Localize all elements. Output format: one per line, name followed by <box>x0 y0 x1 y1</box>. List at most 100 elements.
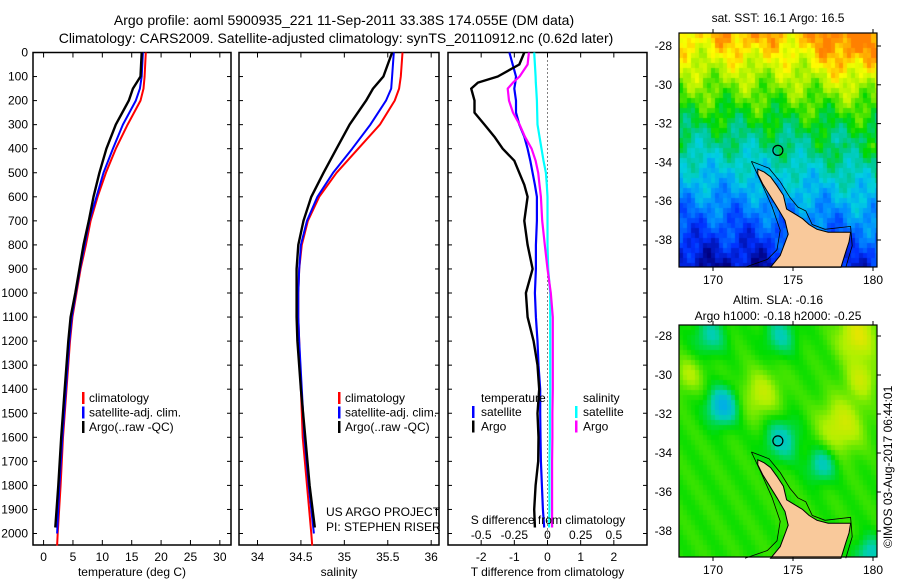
sla-map: Altim. SLA: -0.16 Argo h1000: -0.18 h2000… <box>655 293 884 577</box>
depth-tick-label: 1200 <box>1 334 28 348</box>
x-tick-label: 0 <box>40 550 47 564</box>
legend-label: Argo <box>583 420 609 434</box>
figure-title-line2: Climatology: CARS2009. Satellite-adjuste… <box>59 30 614 46</box>
lon-tick-label: 180 <box>863 563 883 577</box>
map-title: sat. SST: 16.1 Argo: 16.5 <box>712 11 845 25</box>
x-tick-label: 2 <box>610 550 617 564</box>
legend-label: Argo <box>481 420 507 434</box>
legend-swatch <box>82 421 85 433</box>
isobath-line <box>751 161 853 268</box>
x-tick-label: 5 <box>70 550 77 564</box>
lat-tick-label: -36 <box>655 194 673 208</box>
x-tick-label: 10 <box>96 550 110 564</box>
depth-tick-label: 1900 <box>1 502 28 516</box>
s-diff-tick-label: 0.25 <box>569 528 593 542</box>
lon-tick-label: 170 <box>703 563 723 577</box>
legend-swatch <box>338 392 341 404</box>
isobath-line <box>744 161 781 268</box>
map-title: Argo h1000: -0.18 h2000: -0.25 <box>695 309 862 323</box>
sst-map-field <box>679 33 877 267</box>
legend-swatch <box>338 421 341 433</box>
x-tick-label: 1 <box>577 550 584 564</box>
panel-frame <box>447 51 648 546</box>
depth-tick-label: 1000 <box>1 286 28 300</box>
lat-tick-label: -32 <box>655 407 673 421</box>
legend-label: satellite <box>481 405 522 419</box>
x-tick-label: 20 <box>154 550 168 564</box>
panel-frame <box>238 51 440 546</box>
s-diff-tick-label: 0 <box>544 528 551 542</box>
x-tick-label: -1 <box>509 550 520 564</box>
legend-label: climatology <box>89 391 149 405</box>
s-diff-axis-label: S difference from climatology <box>471 513 626 527</box>
legend-group-title: salinity <box>583 391 620 405</box>
depth-tick-label: 2000 <box>1 527 28 541</box>
depth-tick-label: 1100 <box>2 310 28 324</box>
depth-tick-label: 1700 <box>1 454 28 468</box>
depth-tick-label: 600 <box>8 190 28 204</box>
map-title: Altim. SLA: -0.16 <box>733 293 823 307</box>
lon-tick-label: 180 <box>863 273 883 287</box>
series-line-salinity-Argo <box>506 52 554 528</box>
depth-tick-label: 300 <box>8 118 28 132</box>
lat-tick-label: -28 <box>655 329 673 343</box>
x-axis-label: salinity <box>321 565 358 579</box>
x-tick-label: 30 <box>213 550 227 564</box>
depth-tick-label: 1600 <box>1 430 28 444</box>
project-credit: PI: STEPHEN RISER <box>326 520 441 534</box>
series-line-climatology <box>297 52 404 546</box>
depth-tick-label: 500 <box>8 166 28 180</box>
lat-tick-label: -38 <box>655 524 673 538</box>
lon-tick-label: 175 <box>783 563 803 577</box>
legend-swatch <box>575 420 578 433</box>
s-diff-tick-label: 0.5 <box>605 528 622 542</box>
lat-tick-label: -30 <box>655 368 673 382</box>
lat-tick-label: -32 <box>655 117 673 131</box>
sst-map: sat. SST: 16.1 Argo: 16.5 -28 -30 -32 -34 -36… <box>655 11 884 287</box>
depth-tick-label: 1500 <box>1 406 28 420</box>
depth-tick-label: 700 <box>8 214 28 228</box>
profile-panel-2: 34 34.5 35 35.5 36 salinity climatologysatelli… <box>238 51 441 579</box>
figure-title-line1: Argo profile: aoml 5900935_221 11-Sep-20… <box>114 12 574 28</box>
project-credit: US ARGO PROJECT <box>326 505 441 519</box>
legend-group-title: temperature <box>481 391 546 405</box>
legend-swatch <box>472 406 475 418</box>
series-line-argo-raw-qc- <box>54 52 143 528</box>
legend-swatch <box>575 406 578 418</box>
argo-position-marker <box>772 144 784 156</box>
isobath-line <box>744 451 781 559</box>
isobath-line <box>751 451 853 559</box>
depth-tick-label: 1300 <box>1 358 28 372</box>
legend-swatch <box>82 392 85 404</box>
legend-swatch <box>82 406 85 419</box>
legend-label: satellite-adj. clim. <box>345 406 437 420</box>
depth-tick-label: 200 <box>8 94 28 108</box>
s-diff-tick-label: -0.25 <box>501 528 529 542</box>
depth-tick-label: 1800 <box>1 478 28 492</box>
x-tick-label: 34.5 <box>289 550 313 564</box>
land-new-zealand <box>757 459 852 559</box>
legend-label: satellite-adj. clim. <box>89 406 181 420</box>
legend-swatch <box>472 420 475 433</box>
series-line-argo-raw-qc- <box>295 52 394 528</box>
series-line-temperature-Argo <box>470 52 541 528</box>
imos-credit: ©IMOS 03-Aug-2017 06:44:01 <box>881 385 895 548</box>
legend-label: satellite <box>583 405 624 419</box>
lat-tick-label: -36 <box>655 485 673 499</box>
x-tick-label: 35.5 <box>376 550 400 564</box>
x-tick-label: 0 <box>544 550 551 564</box>
map-frame <box>678 324 878 558</box>
x-tick-label: 35 <box>338 550 352 564</box>
series-line-satellite-adj-clim- <box>56 52 144 534</box>
depth-tick-label: 800 <box>8 238 28 252</box>
panel-frame <box>32 51 232 546</box>
s-diff-tick-label: -0.5 <box>471 528 492 542</box>
lon-tick-label: 175 <box>783 273 803 287</box>
profile-panel-1: 0100200300400500600700800900100011001200… <box>1 46 232 579</box>
depth-tick-label: 1400 <box>1 382 28 396</box>
series-line-climatology <box>56 52 147 546</box>
x-tick-label: 34 <box>251 550 265 564</box>
lat-tick-label: -34 <box>655 446 673 460</box>
x-tick-label: -2 <box>476 550 487 564</box>
